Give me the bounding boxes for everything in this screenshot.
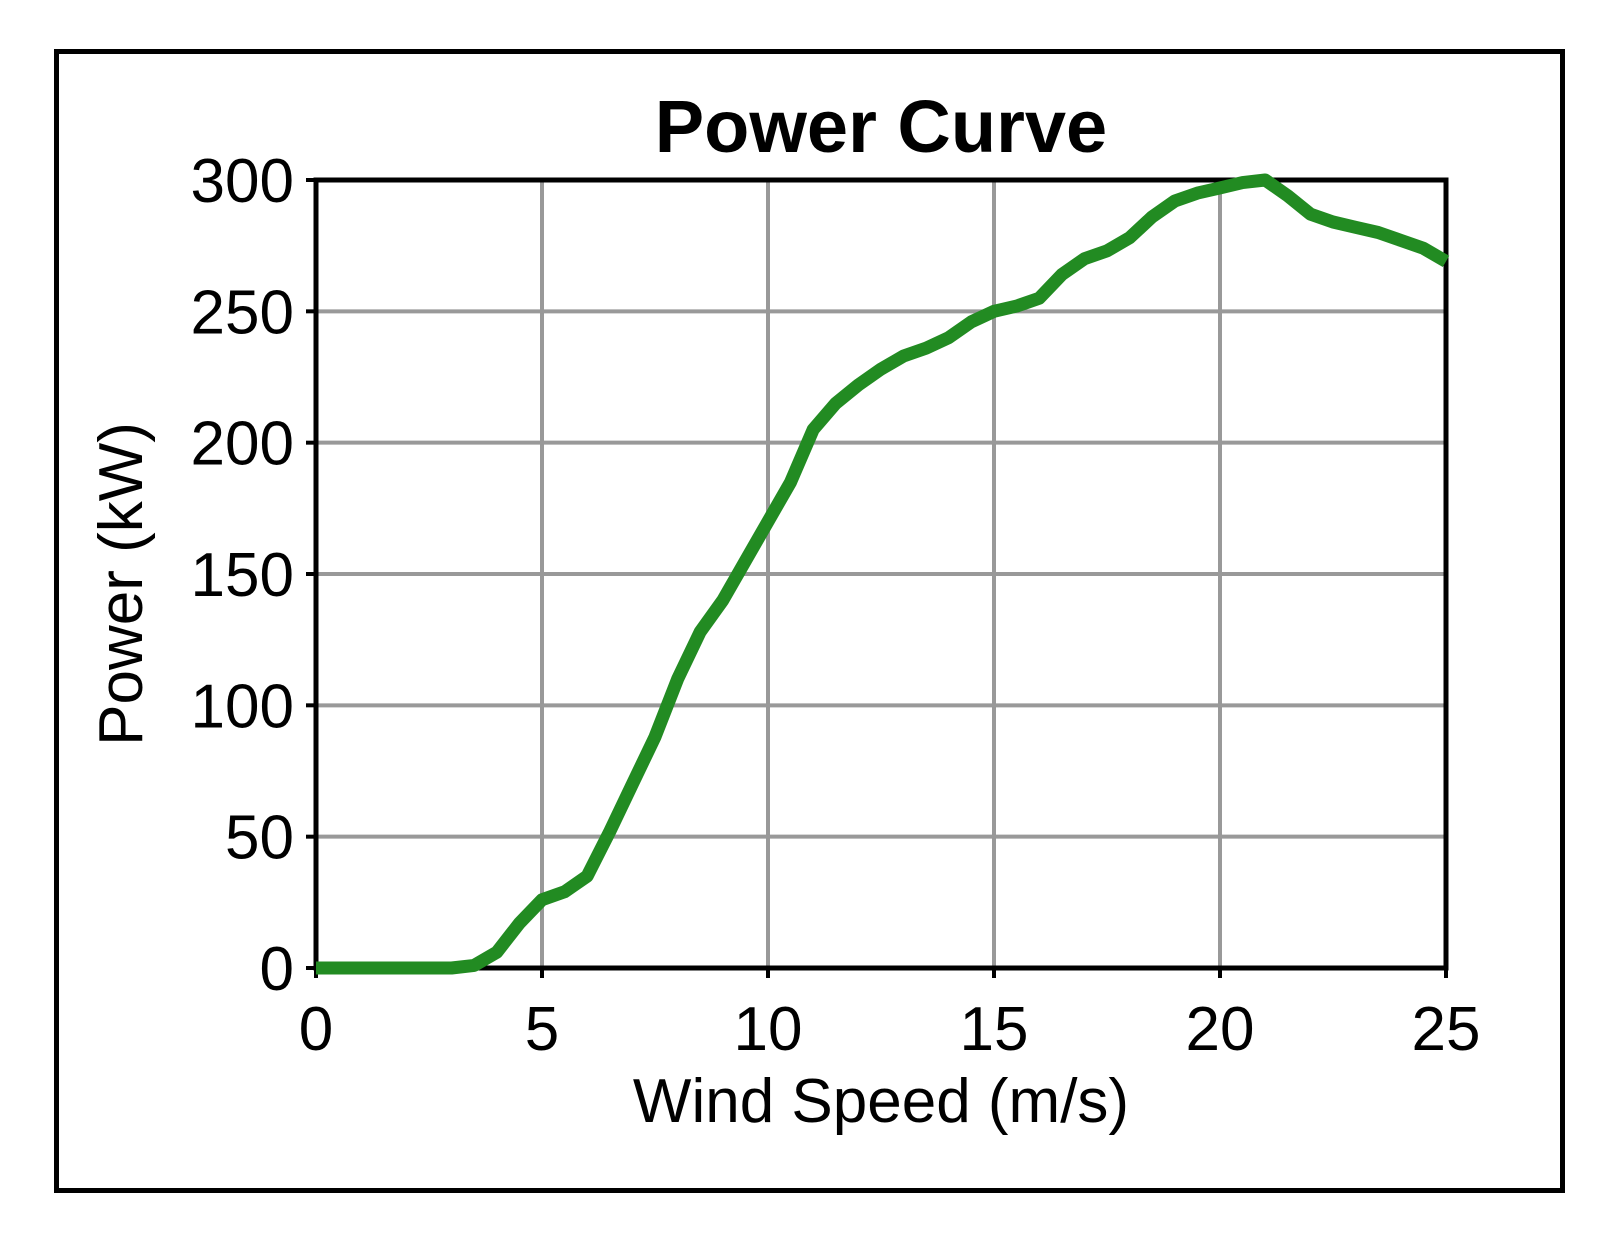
y-tick-label: 0 [260, 935, 294, 1004]
y-tick-label: 150 [191, 541, 294, 610]
y-tick-label: 200 [191, 410, 294, 479]
chart-title: Power Curve [655, 85, 1107, 168]
y-tick-label: 300 [191, 147, 294, 216]
data-series [316, 173, 1450, 975]
y-tick-label: 50 [225, 804, 294, 873]
x-tick-label: 5 [525, 995, 559, 1064]
y-axis-label: Power (kW) [87, 422, 156, 746]
grid-lines [316, 180, 1446, 968]
x-tick-label: 15 [960, 995, 1029, 1064]
x-axis-label: Wind Speed (m/s) [633, 1067, 1129, 1136]
y-tick-label: 100 [191, 672, 294, 741]
y-tick-label: 250 [191, 278, 294, 347]
x-tick-label: 0 [299, 995, 333, 1064]
x-tick-label: 10 [734, 995, 803, 1064]
x-tick-label: 25 [1412, 995, 1481, 1064]
power-curve-line [316, 173, 1450, 975]
chart-frame [54, 49, 1565, 1193]
x-tick-label: 20 [1186, 995, 1255, 1064]
